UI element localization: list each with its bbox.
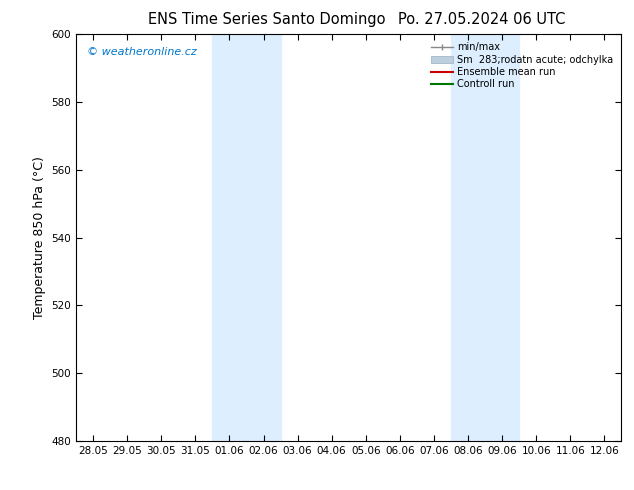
Text: ENS Time Series Santo Domingo: ENS Time Series Santo Domingo: [148, 12, 385, 27]
Bar: [451, 34, 519, 441]
Bar: [212, 34, 280, 441]
Text: © weatheronline.cz: © weatheronline.cz: [87, 47, 197, 56]
Text: Po. 27.05.2024 06 UTC: Po. 27.05.2024 06 UTC: [398, 12, 566, 27]
Y-axis label: Temperature 850 hPa (°C): Temperature 850 hPa (°C): [33, 156, 46, 319]
Legend: min/max, Sm  283;rodatn acute; odchylka, Ensemble mean run, Controll run: min/max, Sm 283;rodatn acute; odchylka, …: [428, 39, 616, 92]
